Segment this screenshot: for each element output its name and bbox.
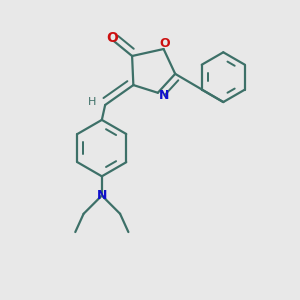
Text: H: H <box>88 97 97 107</box>
Text: O: O <box>159 37 169 50</box>
Text: N: N <box>159 89 169 102</box>
Text: N: N <box>97 189 107 202</box>
Text: O: O <box>106 31 118 45</box>
